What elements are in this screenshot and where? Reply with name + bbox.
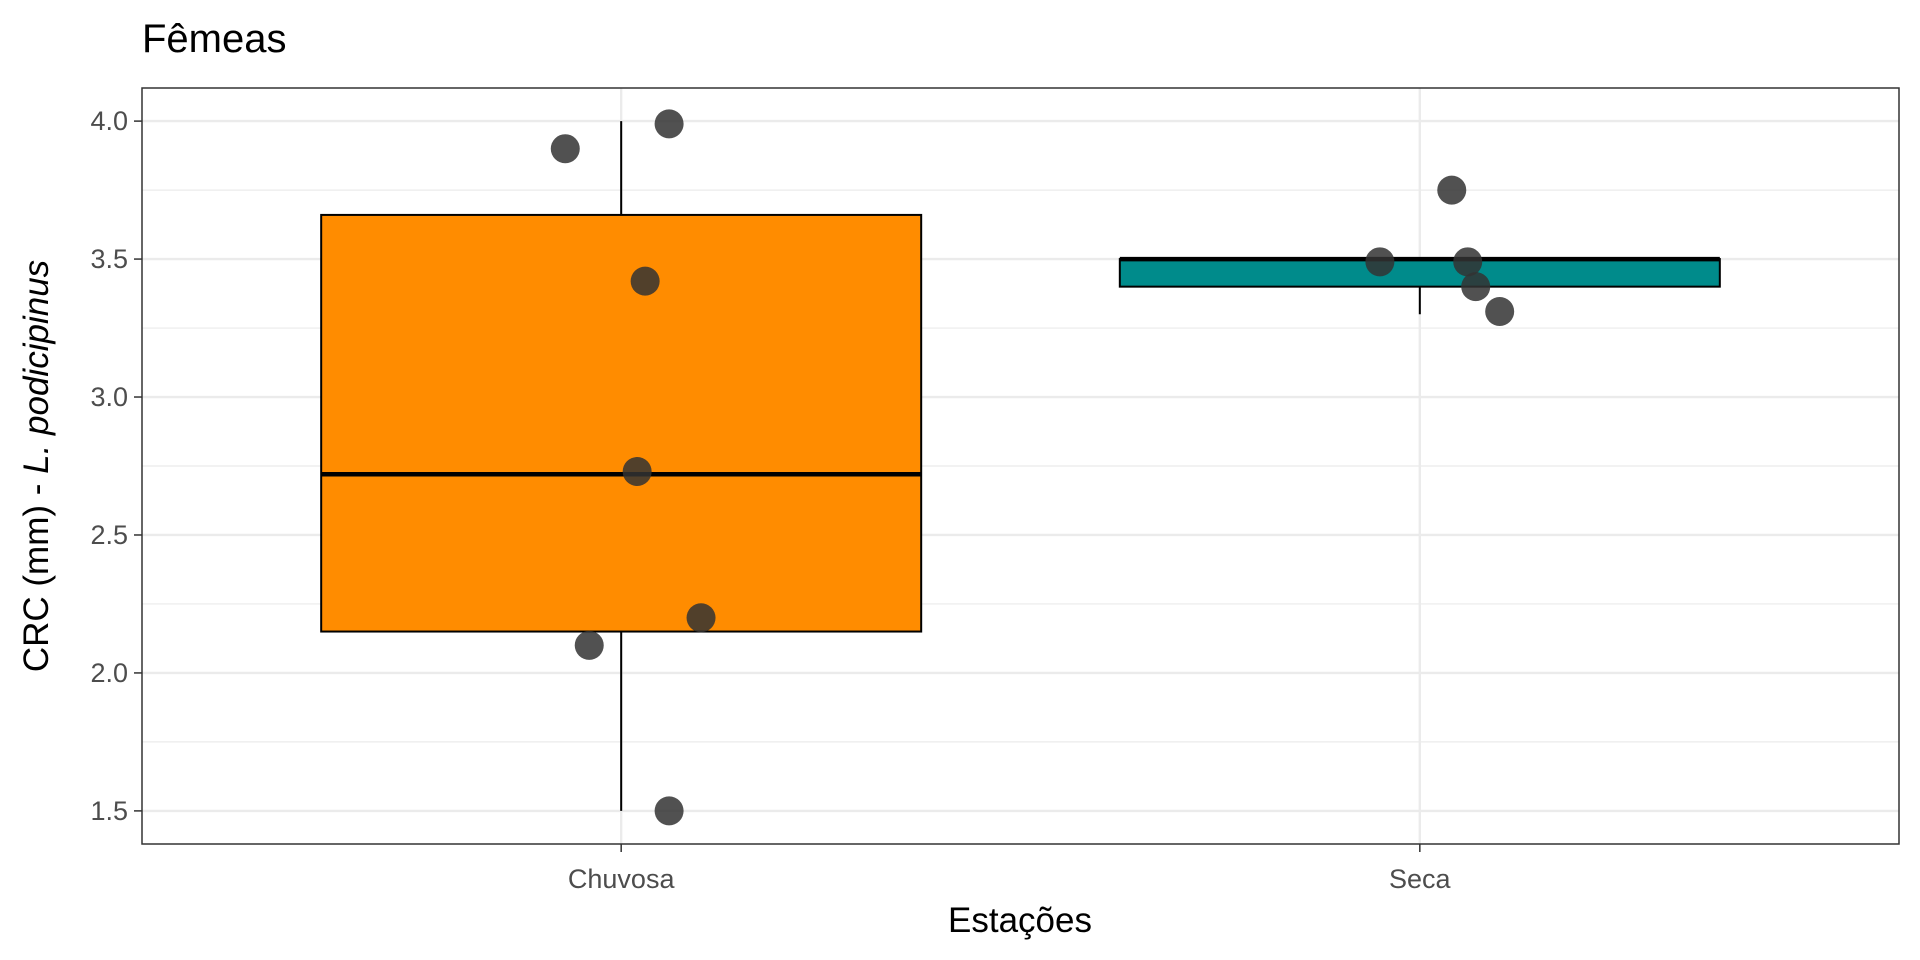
y-axis-title: CRC (mm) - L. podicipinus — [17, 260, 56, 672]
data-point — [1437, 175, 1467, 205]
data-point — [622, 457, 652, 487]
panel-border — [141, 87, 1900, 845]
plot-panel — [141, 87, 1900, 845]
data-point — [1461, 272, 1491, 302]
data-point — [630, 266, 660, 296]
y-axis: 1.5 2.0 2.5 3.0 3.5 4.0 — [90, 106, 142, 826]
y-axis-title-main: CRC (mm) - — [17, 474, 56, 672]
y-tick-label: 3.5 — [90, 244, 128, 274]
x-axis: Chuvosa Seca — [568, 844, 1452, 894]
data-points — [550, 109, 1515, 826]
box — [320, 213, 923, 633]
chart-title: Fêmeas — [142, 17, 287, 61]
data-point — [574, 630, 604, 660]
data-point — [1485, 296, 1515, 326]
box — [1118, 258, 1721, 288]
x-axis-title: Estações — [948, 901, 1092, 940]
y-tick-label: 2.5 — [90, 520, 128, 550]
data-point — [1453, 247, 1483, 277]
data-point — [686, 603, 716, 633]
y-tick-label: 1.5 — [90, 796, 128, 826]
boxes — [320, 121, 1721, 811]
data-point — [654, 796, 684, 826]
y-tick-label: 2.0 — [90, 658, 128, 688]
data-point — [550, 134, 580, 164]
y-axis-title-species: L. podicipinus — [17, 260, 56, 474]
y-tick-label: 4.0 — [90, 106, 128, 136]
data-point — [654, 109, 684, 139]
x-tick-label: Chuvosa — [568, 864, 676, 894]
data-point — [1365, 247, 1395, 277]
x-tick-label: Seca — [1389, 864, 1452, 894]
y-tick-label: 3.0 — [90, 382, 128, 412]
